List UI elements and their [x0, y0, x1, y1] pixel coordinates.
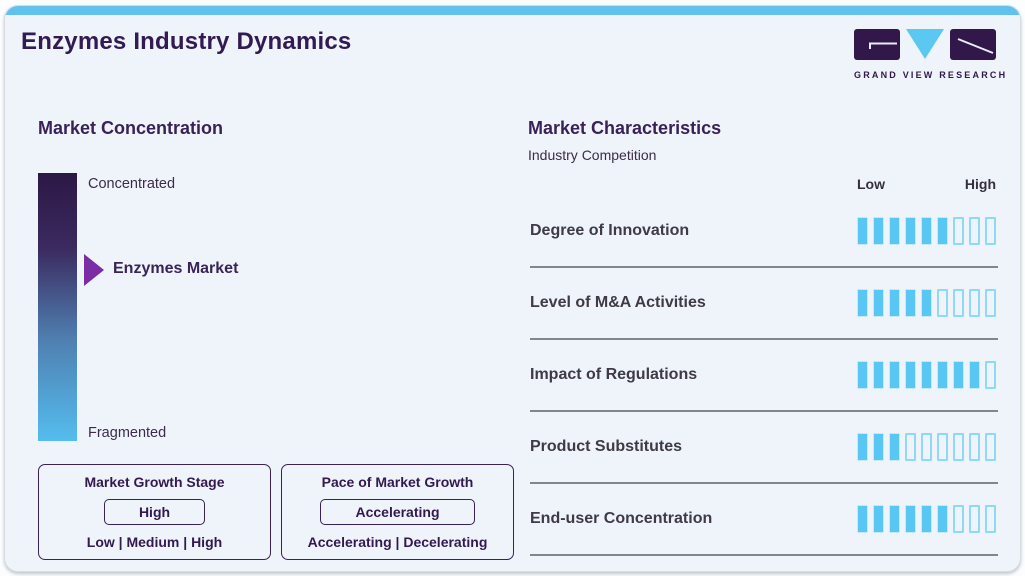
segment-filled [857, 505, 868, 533]
characteristic-row: End-user Concentration [530, 484, 998, 556]
row-segments [857, 433, 998, 461]
segment-empty [969, 289, 980, 317]
segment-filled [873, 505, 884, 533]
growth-stage-options: Low | Medium | High [86, 534, 223, 550]
row-label: Level of M&A Activities [530, 294, 706, 311]
growth-stage-title: Market Growth Stage [84, 474, 225, 490]
segment-empty [953, 217, 964, 245]
segment-filled [921, 289, 932, 317]
segment-empty [937, 433, 948, 461]
segment-filled [857, 433, 868, 461]
pace-value: Accelerating [320, 499, 475, 525]
segment-empty [985, 433, 996, 461]
segment-filled [873, 361, 884, 389]
segment-empty [985, 505, 996, 533]
segment-empty [937, 289, 948, 317]
segment-filled [937, 505, 948, 533]
characteristic-row: Product Substitutes [530, 412, 998, 484]
segment-empty [905, 433, 916, 461]
segment-filled [873, 289, 884, 317]
row-label: Product Substitutes [530, 438, 683, 455]
concentrated-label: Concentrated [88, 176, 176, 192]
segment-empty [985, 217, 996, 245]
segment-filled [921, 217, 932, 245]
segment-filled [905, 361, 916, 389]
gvr-logo-icon [854, 29, 996, 60]
segment-filled [873, 433, 884, 461]
segment-filled [905, 289, 916, 317]
growth-stage-value: High [103, 499, 206, 525]
pace-of-growth-box: Pace of Market Growth Accelerating Accel… [281, 464, 514, 560]
segment-empty [969, 433, 980, 461]
characteristics-rows: Degree of Innovation Level of M&A Activi… [530, 196, 998, 556]
industry-competition-subtitle: Industry Competition [528, 147, 657, 163]
segment-empty [953, 289, 964, 317]
scale-high-label: High [964, 176, 996, 192]
row-segments [857, 289, 998, 317]
scale-labels: Low High [857, 176, 996, 192]
market-pointer-arrow-icon [84, 254, 104, 286]
row-segments [857, 217, 998, 245]
segment-filled [969, 361, 980, 389]
row-segments [857, 361, 998, 389]
logo-caption: GRAND VIEW RESEARCH [854, 70, 1008, 80]
segment-filled [889, 433, 900, 461]
market-growth-stage-box: Market Growth Stage High Low | Medium | … [38, 464, 271, 560]
market-concentration-title: Market Concentration [38, 118, 224, 138]
segment-empty [985, 361, 996, 389]
pace-title: Pace of Market Growth [321, 474, 474, 490]
characteristic-row: Degree of Innovation [530, 196, 998, 268]
segment-empty [953, 505, 964, 533]
fragmented-label: Fragmented [88, 425, 167, 441]
characteristic-row: Level of M&A Activities [530, 268, 998, 340]
market-pointer-label: Enzymes Market [113, 260, 239, 277]
segment-filled [889, 217, 900, 245]
concentration-gradient-bar [38, 173, 77, 441]
segment-filled [905, 505, 916, 533]
segment-empty [969, 217, 980, 245]
segment-filled [889, 289, 900, 317]
segment-filled [921, 505, 932, 533]
segment-filled [889, 505, 900, 533]
segment-filled [889, 361, 900, 389]
segment-filled [905, 217, 916, 245]
row-segments [857, 505, 998, 533]
segment-filled [857, 361, 868, 389]
row-label: End-user Concentration [530, 510, 713, 527]
row-label: Impact of Regulations [530, 366, 698, 383]
segment-empty [953, 433, 964, 461]
pace-options: Accelerating | Decelerating [307, 534, 488, 550]
market-characteristics-title: Market Characteristics [528, 118, 722, 138]
scale-low-label: Low [857, 176, 885, 192]
segment-empty [921, 433, 932, 461]
top-accent-bar [5, 6, 1020, 15]
characteristic-row: Impact of Regulations [530, 340, 998, 412]
segment-filled [937, 361, 948, 389]
gvr-logo: GRAND VIEW RESEARCH [854, 28, 1008, 80]
segment-filled [873, 217, 884, 245]
page-title: Enzymes Industry Dynamics [21, 28, 352, 55]
segment-filled [921, 361, 932, 389]
segment-filled [857, 217, 868, 245]
segment-filled [953, 361, 964, 389]
segment-filled [937, 217, 948, 245]
row-label: Degree of Innovation [530, 222, 690, 239]
segment-empty [969, 505, 980, 533]
segment-filled [857, 289, 868, 317]
card: Enzymes Industry Dynamics GRAND VIEW RES… [4, 5, 1021, 572]
segment-empty [985, 289, 996, 317]
